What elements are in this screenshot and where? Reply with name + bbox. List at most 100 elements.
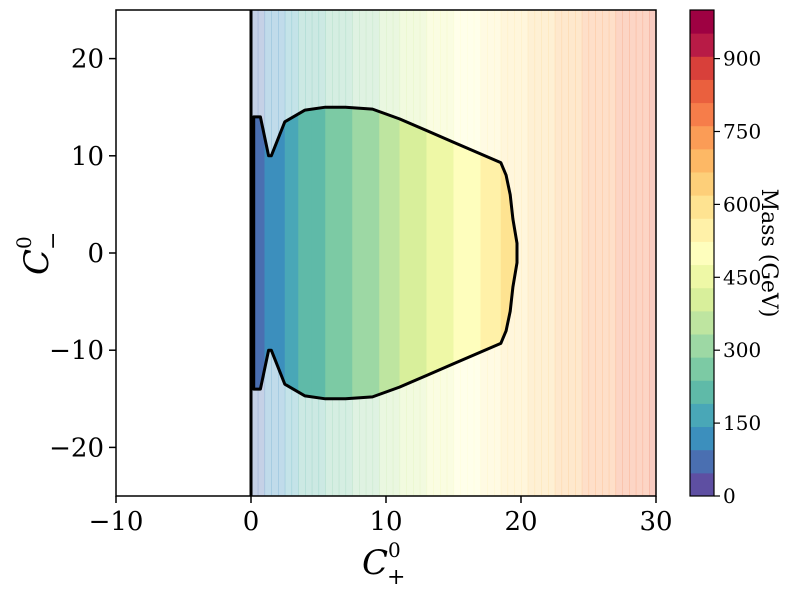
- mass-band: [271, 107, 279, 399]
- colorbar-segment: [690, 264, 714, 289]
- mass-band: [480, 107, 488, 399]
- x-axis-title-subscript: +: [387, 565, 405, 590]
- colorbar-tick-label: 600: [723, 192, 761, 216]
- y-axis: −20 −10 0 10 20: [49, 45, 116, 463]
- colorbar-segment: [690, 218, 714, 242]
- mass-band: [372, 107, 380, 399]
- colorbar-segment: [690, 310, 714, 335]
- mass-band: [440, 107, 448, 399]
- y-axis-title-subscript: −: [41, 232, 66, 250]
- mass-band: [298, 107, 306, 399]
- colorbar-segment: [690, 426, 714, 451]
- colorbar-segment: [690, 172, 714, 196]
- mass-band-faded: [541, 10, 549, 496]
- colorbar-tick-label: 450: [723, 265, 761, 289]
- colorbar-segment: [690, 403, 714, 428]
- colorbar-tick-label: 0: [723, 484, 736, 508]
- mass-band: [433, 107, 441, 399]
- y-tick-label: 10: [71, 142, 104, 172]
- y-tick-label: −10: [49, 336, 104, 366]
- mass-band: [338, 107, 347, 399]
- colorbar-segment: [690, 102, 714, 127]
- mass-band: [419, 107, 428, 399]
- colorbar-segment: [690, 56, 714, 80]
- mass-band-faded: [521, 10, 529, 496]
- mass-band: [253, 107, 259, 399]
- mass-band: [487, 107, 495, 399]
- mass-band: [365, 107, 374, 399]
- y-tick-label: 20: [71, 45, 104, 75]
- colorbar-segment: [690, 287, 714, 312]
- mass-band-faded: [622, 10, 630, 496]
- colorbar-segment: [690, 449, 714, 474]
- mass-band: [345, 107, 353, 399]
- mass-band: [507, 107, 515, 399]
- mass-band-faded: [561, 10, 569, 496]
- mass-band: [426, 107, 434, 399]
- colorbar-segment: [690, 125, 714, 150]
- mass-band: [278, 107, 286, 399]
- colorbar: 0 150 300 450 600 750 900 Mass (GeV): [689, 9, 781, 508]
- colorbar-segment: [690, 79, 714, 104]
- colorbar-segment: [690, 357, 714, 381]
- colorbar-segment: [690, 334, 714, 358]
- x-tick-label: 20: [504, 507, 537, 537]
- mass-band: [318, 107, 326, 399]
- mass-band: [264, 107, 272, 399]
- mass-band: [332, 107, 340, 399]
- mass-band: [284, 107, 293, 399]
- mass-band: [386, 107, 394, 399]
- mass-band-faded: [649, 10, 656, 496]
- mass-band: [473, 107, 482, 399]
- y-tick-label: 0: [87, 239, 104, 269]
- mass-band: [392, 107, 401, 399]
- mass-band: [494, 107, 502, 399]
- colorbar-segment: [690, 380, 714, 404]
- x-tick-label: 0: [243, 507, 260, 537]
- mass-band: [399, 107, 407, 399]
- colorbar-label: Mass (GeV): [756, 189, 781, 318]
- colorbar-segment: [690, 241, 714, 266]
- y-axis-title-superscript: 0: [12, 236, 36, 249]
- mass-band: [311, 107, 320, 399]
- y-axis-title: C 0 −: [12, 232, 66, 275]
- mass-band: [379, 107, 387, 399]
- y-tick-label: −20: [49, 433, 104, 463]
- mass-band: [500, 107, 509, 399]
- mass-band: [446, 107, 455, 399]
- colorbar-segment: [690, 33, 714, 57]
- mass-band: [460, 107, 468, 399]
- mass-band-faded: [575, 10, 583, 496]
- mass-band-faded: [629, 10, 637, 496]
- mass-band: [352, 107, 360, 399]
- mass-band-faded: [527, 10, 536, 496]
- mass-band-faded: [635, 10, 644, 496]
- x-axis-title: C 0 +: [362, 538, 405, 590]
- mass-band-faded: [534, 10, 542, 496]
- colorbar-ticks: 0 150 300 450 600 750 900: [714, 47, 761, 508]
- colorbar-segment: [690, 148, 714, 173]
- plot-area: [115, 9, 657, 497]
- colorbar-tick-label: 900: [723, 47, 761, 71]
- mass-band-faded: [548, 10, 556, 496]
- x-axis: −10 0 10 20 30: [89, 496, 673, 537]
- mass-band: [325, 107, 333, 399]
- mass-band-faded: [615, 10, 623, 496]
- colorbar-tick-label: 150: [723, 411, 761, 435]
- colorbar-tick-label: 750: [723, 120, 761, 144]
- allowed-region-boundary: [249, 105, 519, 401]
- mass-band-faded: [588, 10, 596, 496]
- x-tick-label: 30: [639, 507, 672, 537]
- mass-band-faded: [595, 10, 603, 496]
- mass-band-faded: [602, 10, 610, 496]
- colorbar-segments: [690, 10, 714, 497]
- x-axis-title-superscript: 0: [388, 538, 401, 562]
- mass-band-faded: [568, 10, 576, 496]
- mass-band: [291, 107, 299, 399]
- mass-band-faded: [608, 10, 617, 496]
- x-tick-label: 10: [369, 507, 402, 537]
- allowed-region-fill: [253, 107, 517, 399]
- x-tick-label: −10: [89, 507, 144, 537]
- colorbar-segment: [690, 195, 714, 219]
